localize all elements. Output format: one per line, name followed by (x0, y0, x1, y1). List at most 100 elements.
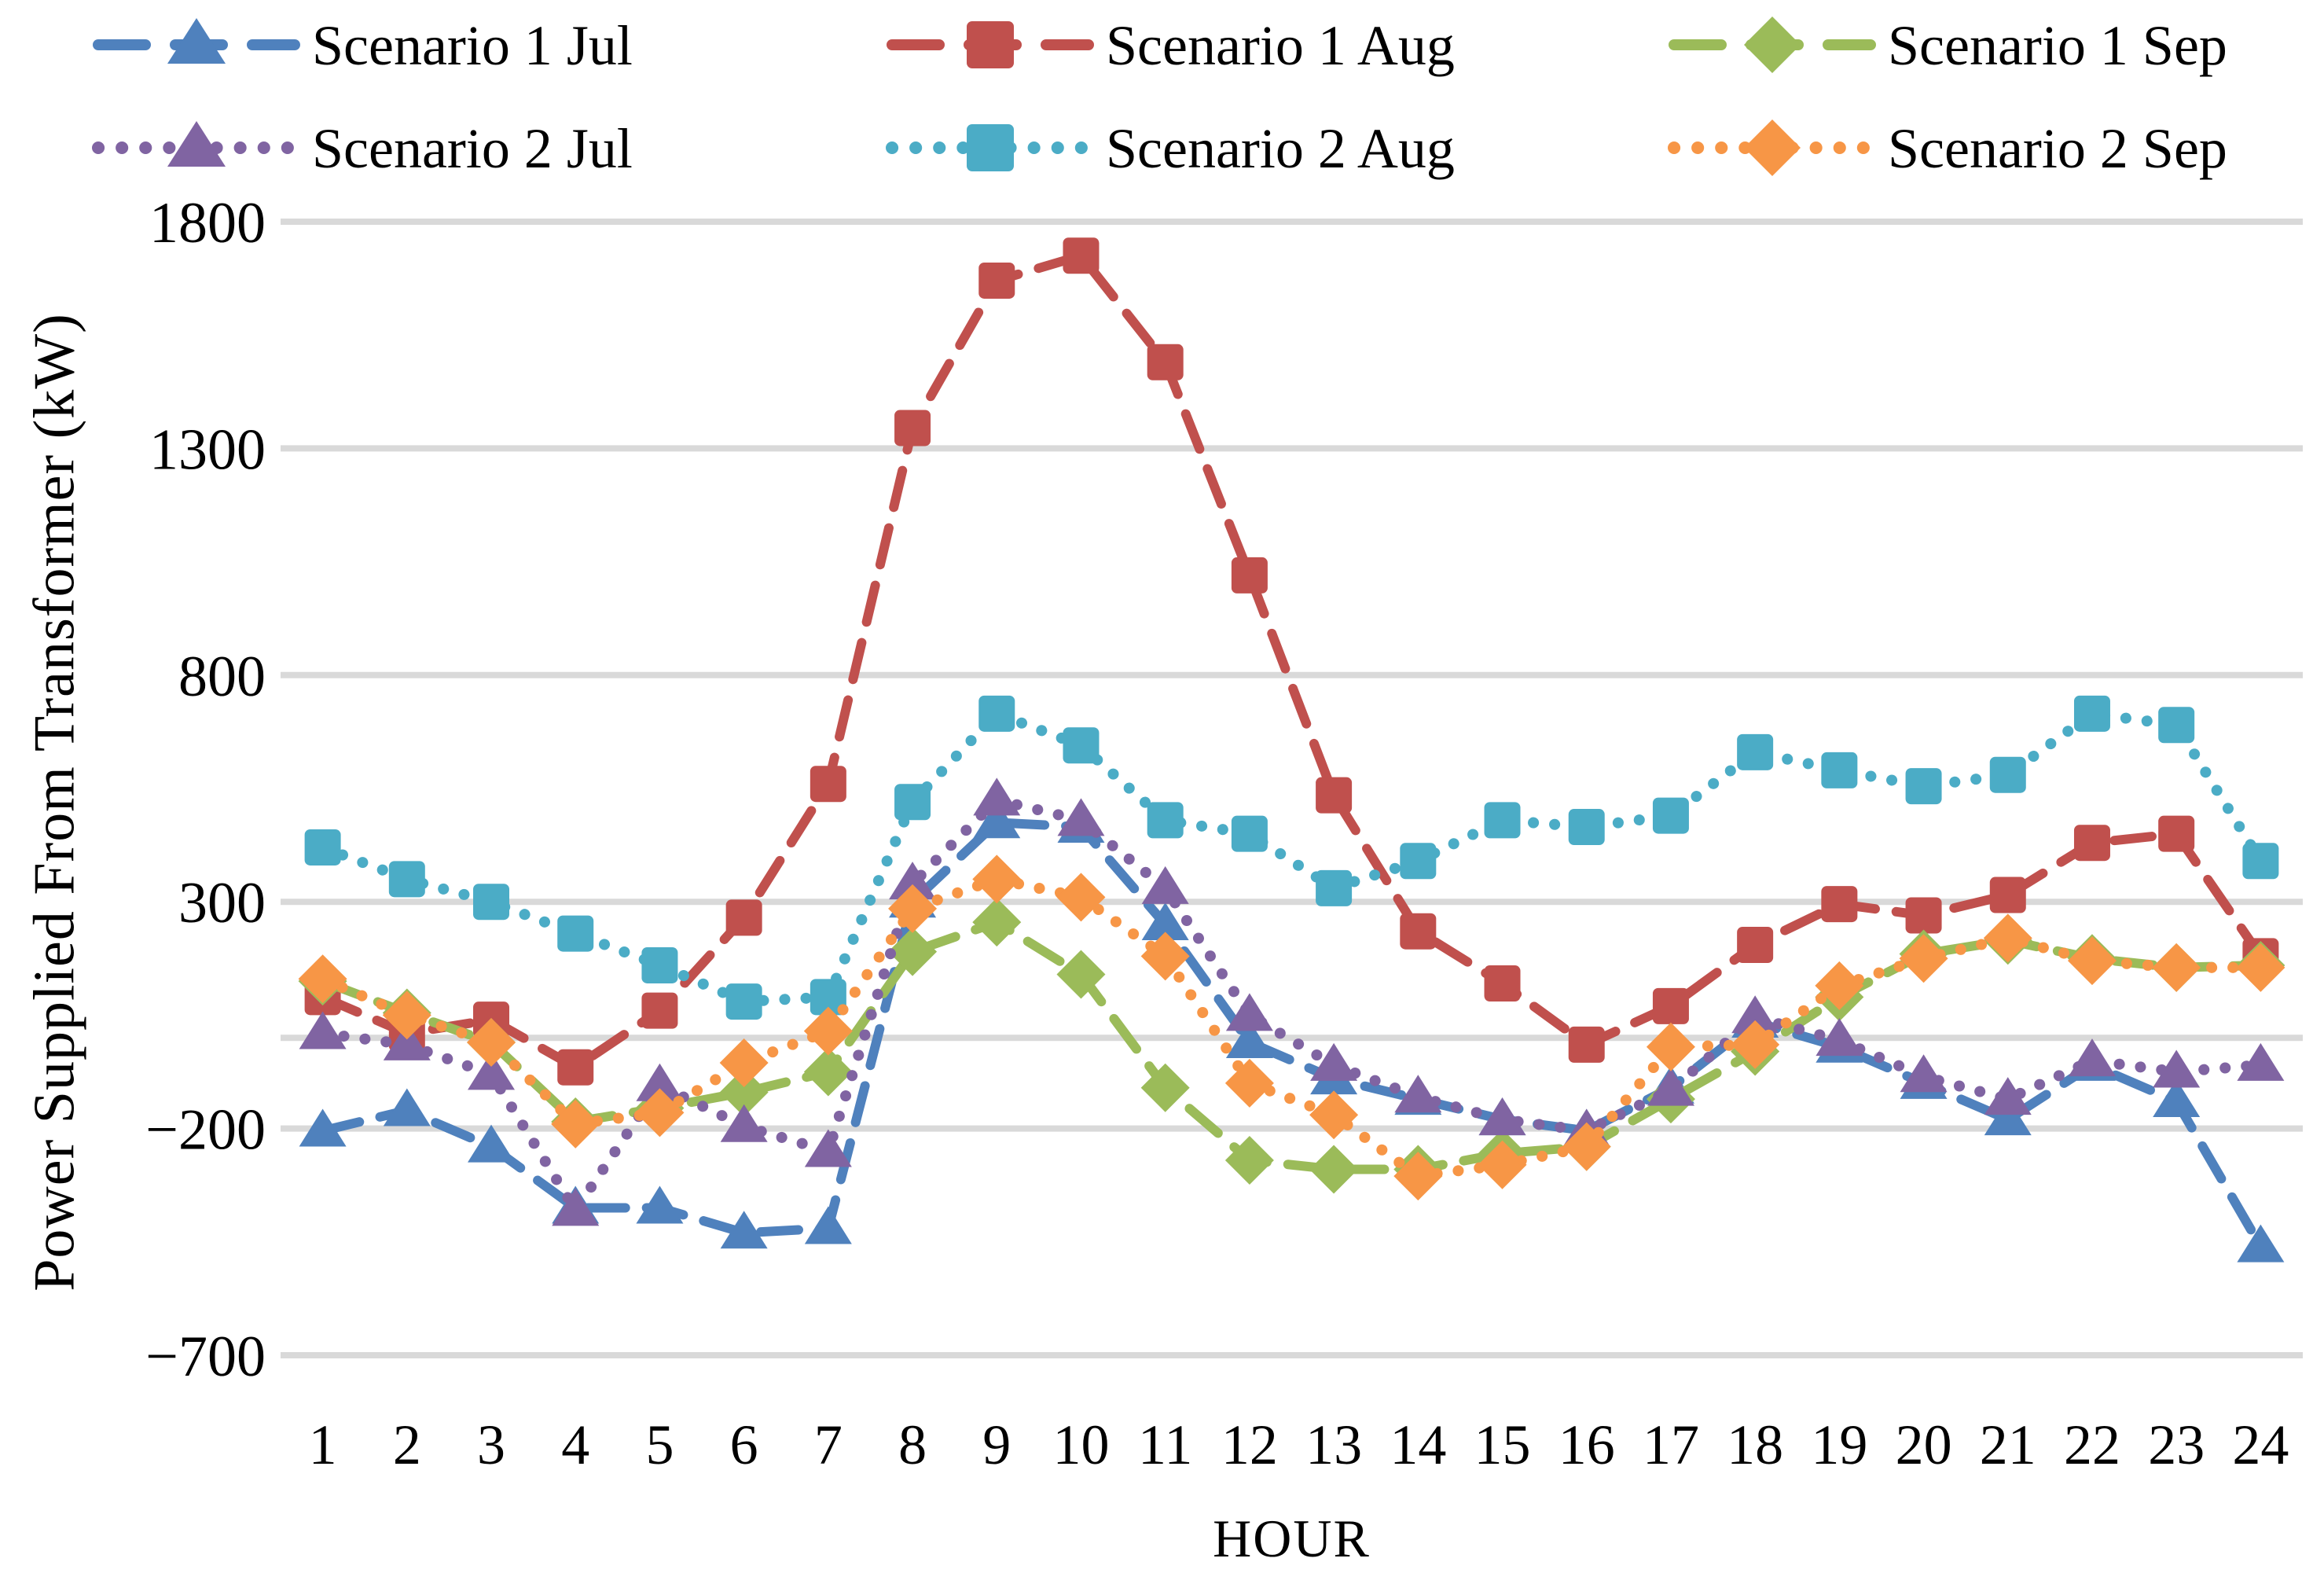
series-2-marker-square (2158, 815, 2195, 852)
series-5-marker-square (2242, 843, 2279, 880)
series-1-marker-triangle (804, 1206, 852, 1244)
x-tick-label: 14 (1390, 1413, 1446, 1476)
x-tick-label: 2 (393, 1413, 421, 1476)
series-4-marker-triangle (804, 1129, 852, 1167)
series-5-marker-square (810, 979, 846, 1016)
series-6-marker-diamond (382, 990, 431, 1040)
x-axis-title: HOUR (1213, 1509, 1371, 1568)
x-tick-label: 16 (1559, 1413, 1615, 1476)
series-5-marker-square (1484, 802, 1521, 839)
x-tick-label: 11 (1138, 1413, 1192, 1476)
series-6-marker-diamond (2236, 943, 2285, 992)
series-2-marker-square (725, 899, 762, 936)
legend-marker-square (967, 21, 1014, 68)
x-tick-label: 3 (477, 1413, 505, 1476)
series-3-marker-diamond (888, 927, 938, 976)
series-2-marker-square (641, 992, 678, 1029)
series-3-marker-diamond (1140, 1063, 1190, 1112)
series-5-marker-square (1737, 733, 1774, 770)
series-4-marker-triangle (1310, 1042, 1358, 1081)
series-4-marker-triangle (383, 1022, 431, 1060)
series-2-marker-square (1568, 1026, 1605, 1063)
series-5-marker-square (1905, 768, 1942, 805)
series-5-marker-square (2158, 707, 2195, 744)
series-5-marker-square (1652, 797, 1689, 834)
y-tick-label: −200 (145, 1098, 266, 1163)
series-2-marker-square (1400, 913, 1437, 950)
series-4-marker-triangle (2237, 1042, 2285, 1081)
series-2-marker-square (894, 410, 931, 447)
x-tick-label: 23 (2148, 1413, 2205, 1476)
series-2-marker-square (1484, 965, 1521, 1002)
series-5-marker-square (1316, 869, 1353, 906)
series-1-marker-triangle (468, 1124, 516, 1163)
series-3-marker-diamond (803, 1047, 853, 1097)
series-5-marker-square (978, 695, 1015, 732)
series-2-marker-square (1063, 237, 1100, 274)
series-6-marker-diamond (972, 854, 1022, 904)
series-1-marker-triangle (1984, 1097, 2032, 1136)
series-5-marker-square (473, 884, 510, 921)
series-5-marker-square (388, 861, 425, 898)
x-tick-label: 17 (1643, 1413, 1699, 1476)
series-2-marker-square (1821, 886, 1858, 923)
legend-label: Scenario 2 Aug (1106, 117, 1455, 180)
series-5-marker-square (2073, 695, 2110, 732)
x-tick-label: 21 (1980, 1413, 2036, 1476)
series-6-marker-diamond (635, 1088, 685, 1137)
series-2-marker-square (1905, 897, 1942, 934)
series-4-marker-triangle (1394, 1075, 1442, 1113)
series-6-marker-diamond (467, 1018, 516, 1068)
series-5-marker-square (1063, 727, 1100, 764)
legend-label: Scenario 2 Jul (312, 117, 633, 180)
x-tick-label: 9 (982, 1413, 1011, 1476)
series-4-marker-triangle (1731, 995, 1779, 1034)
series-4-marker-triangle (1900, 1054, 1948, 1093)
series-6-marker-diamond (1983, 913, 2032, 963)
series-4-marker-triangle (2153, 1049, 2201, 1088)
series-2-marker-square (557, 1049, 594, 1086)
series-2-marker-square (2073, 825, 2110, 862)
series-6-marker-diamond (888, 884, 938, 933)
series-4-marker-triangle (636, 1063, 684, 1101)
series-2-marker-square (1737, 926, 1774, 963)
series-6-marker-diamond (1478, 1140, 1527, 1189)
series-6-marker-diamond (803, 1006, 853, 1056)
series-2-marker-square (1231, 557, 1268, 594)
x-tick-label: 4 (561, 1413, 589, 1476)
series-6-marker-diamond (1140, 932, 1190, 981)
x-tick-label: 6 (730, 1413, 758, 1476)
series-2-marker-square (1147, 344, 1184, 380)
series-4-marker-triangle (552, 1188, 600, 1226)
series-5-marker-square (304, 829, 341, 866)
series-5-marker-square (1821, 752, 1858, 788)
series-2-marker-square (1652, 987, 1689, 1024)
series-5-marker-square (641, 946, 678, 983)
y-tick-label: −700 (145, 1325, 266, 1389)
x-tick-label: 8 (898, 1413, 927, 1476)
series-6-marker-diamond (2152, 943, 2201, 992)
series-5-marker-square (1989, 756, 2026, 793)
y-tick-label: 300 (178, 871, 266, 935)
legend-marker-diamond (1744, 119, 1801, 176)
series-1-marker-triangle (383, 1088, 431, 1126)
series-1-marker-triangle (1141, 902, 1189, 941)
series-line-4 (317, 794, 2267, 1216)
series-5-marker-square (894, 784, 931, 821)
series-6-marker-diamond (1815, 961, 1864, 1010)
legend-label: Scenario 1 Aug (1106, 14, 1455, 77)
series-4-marker-triangle (1141, 866, 1189, 904)
series-4-marker-triangle (2068, 1038, 2116, 1077)
series-4-marker-triangle (1057, 798, 1105, 836)
series-6-marker-diamond (298, 954, 347, 1004)
series-4-marker-triangle (1816, 1018, 1863, 1057)
legend-marker-triangle (167, 18, 226, 64)
series-3-marker-diamond (719, 1068, 769, 1117)
y-tick-label: 1300 (149, 417, 266, 482)
series-1-marker-triangle (2237, 1224, 2285, 1262)
x-tick-label: 22 (2064, 1413, 2120, 1476)
x-tick-label: 19 (1811, 1413, 1867, 1476)
x-tick-label: 12 (1221, 1413, 1278, 1476)
